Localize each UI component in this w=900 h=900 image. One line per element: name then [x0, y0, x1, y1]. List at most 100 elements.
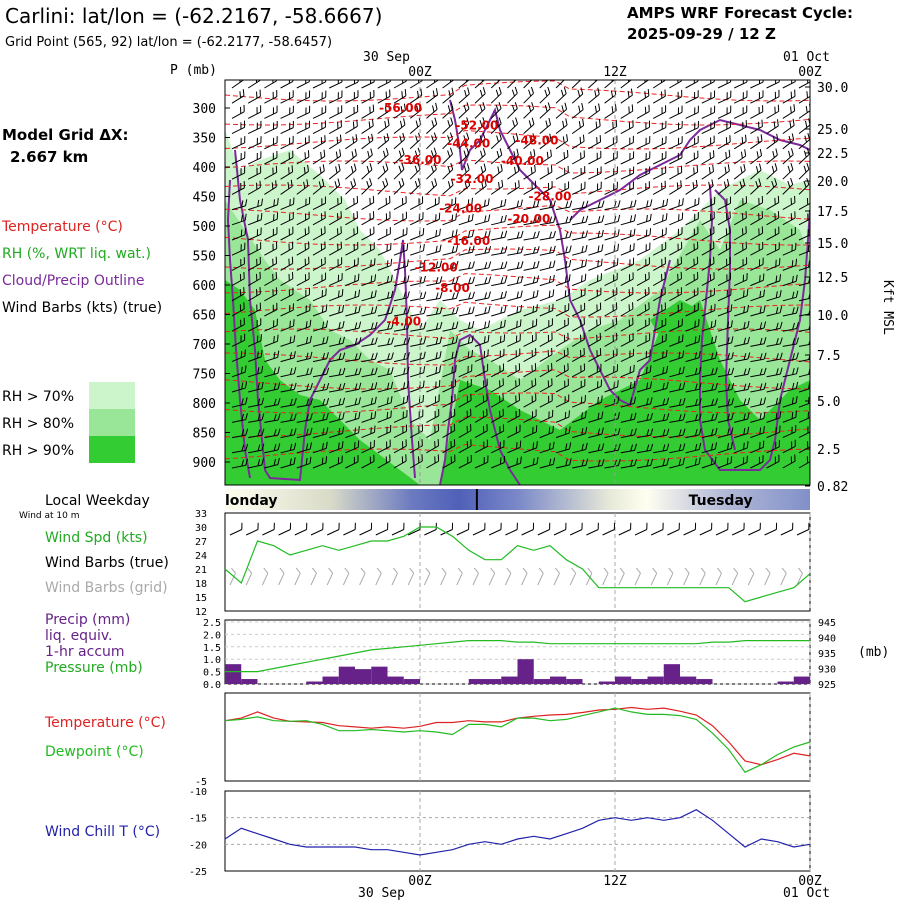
wind-barb-flag [682, 350, 685, 358]
surface-barb-staff [715, 529, 728, 536]
grid-barb-flag [797, 567, 803, 574]
wind-barb [507, 80, 518, 89]
wind-barb [345, 163, 357, 180]
wind-barb-flag [567, 332, 569, 340]
wind-barb-staff [669, 218, 683, 226]
wind-barb [701, 256, 715, 271]
wind-barb-staff [393, 281, 408, 287]
wind-barb-flag [277, 398, 281, 405]
wind-barb-flag [384, 106, 387, 114]
wind-barb-flag [661, 258, 663, 266]
wind-barb-staff [296, 357, 311, 363]
wind-barb-flag [709, 152, 711, 160]
wind-barb-staff [264, 356, 278, 363]
wind-barb-flag [358, 382, 362, 390]
wind-barb [652, 136, 667, 150]
wind-barb-flag [340, 241, 342, 249]
wind-barb-staff [247, 172, 261, 180]
wind-barb-staff [329, 295, 343, 302]
wind-barb-flag [451, 87, 454, 95]
wind-barb-flag [552, 260, 556, 268]
wind-barb-flag [696, 256, 699, 264]
wind-barb-flag [646, 429, 650, 436]
wind-barb-flag [731, 367, 735, 375]
wind-barb [507, 215, 524, 226]
wind-barb-staff [248, 419, 263, 423]
contour-label: -8.00 [435, 281, 470, 295]
wind-barb-flag [292, 135, 294, 143]
wind-barb-flag [386, 426, 388, 434]
wind-barb-flag [439, 351, 442, 358]
wind-barb [345, 134, 358, 150]
wind-barb-flag [386, 133, 390, 141]
wind-barb-staff [312, 111, 326, 119]
wind-barb-flag [681, 302, 683, 310]
wind-barb-staff [296, 141, 310, 150]
wind-barb [733, 120, 747, 135]
wind-barb-staff [604, 465, 619, 469]
wind-barb-staff [458, 220, 473, 226]
wind-barb-flag [630, 459, 634, 467]
wind-barb-staff [248, 204, 262, 211]
wind-barb-staff [734, 342, 748, 347]
wind-barb-staff [701, 463, 716, 469]
wind-barb-flag [581, 428, 584, 435]
wind-barb-flag [779, 425, 781, 433]
wind-barb [247, 227, 262, 241]
wind-barb [442, 394, 456, 408]
wind-barb [685, 165, 699, 180]
wind-barb-staff [490, 430, 504, 439]
wind-barb [264, 105, 278, 119]
wind-barb-flag [743, 398, 747, 406]
wind-barb-staff [328, 111, 342, 119]
wind-barb-flag [342, 426, 345, 434]
wind-barb-flag [581, 231, 585, 238]
grid-point-subtitle: Grid Point (565, 92) lat/lon = (-62.2177… [5, 35, 332, 50]
wind-barb-flag [438, 196, 440, 204]
wind-barb-staff [312, 389, 327, 393]
wind-barb [280, 303, 294, 317]
wind-barb-flag [711, 179, 714, 187]
wind-barb [409, 212, 424, 226]
wind-barb-flag [562, 72, 568, 78]
wind-barb-flag [357, 440, 360, 448]
wind-tick-label: 15 [195, 593, 207, 604]
wind-barb-staff [669, 127, 683, 135]
wind-barb-flag [666, 428, 670, 436]
wind-barb-flag [630, 88, 633, 96]
wind-barb [474, 455, 489, 469]
wind-barb [571, 87, 584, 104]
wind-barb-flag [243, 104, 245, 112]
wind-barb-flag [551, 378, 553, 386]
wind-barb-flag [499, 457, 502, 465]
wind-barb-flag [358, 426, 360, 433]
wind-barb-staff [669, 419, 684, 423]
wind-barb-flag [529, 135, 532, 143]
wind-barb-flag [370, 307, 374, 314]
wind-barb-staff [248, 464, 262, 469]
wind-barb-flag [549, 246, 552, 254]
wind-barb-staff [507, 252, 522, 256]
wind-barb-flag [402, 411, 404, 419]
wind-barb-staff [523, 431, 537, 439]
wind-barb-staff [264, 186, 277, 195]
wind-barb-staff [410, 282, 424, 287]
wind-barb-flag [678, 214, 680, 221]
wind-barb-flag [502, 363, 505, 371]
wind-barb-flag [293, 457, 296, 465]
wind-barb [361, 148, 373, 165]
wind-barb-flag [277, 457, 280, 465]
temperature-contour-line [225, 104, 810, 126]
wind-barb-staff [409, 202, 423, 211]
wind-barb-staff [669, 248, 682, 256]
wind-barb-staff [426, 234, 440, 241]
wind-barb-flag [486, 378, 488, 386]
wind-barb-flag [578, 121, 581, 128]
wind-barb-flag [741, 228, 744, 236]
wind-barb-staff [653, 449, 668, 454]
wind-barb [782, 227, 796, 241]
wind-barb-flag [714, 197, 716, 204]
wind-barb-flag [545, 72, 551, 78]
wind-barb-flag [276, 151, 278, 158]
